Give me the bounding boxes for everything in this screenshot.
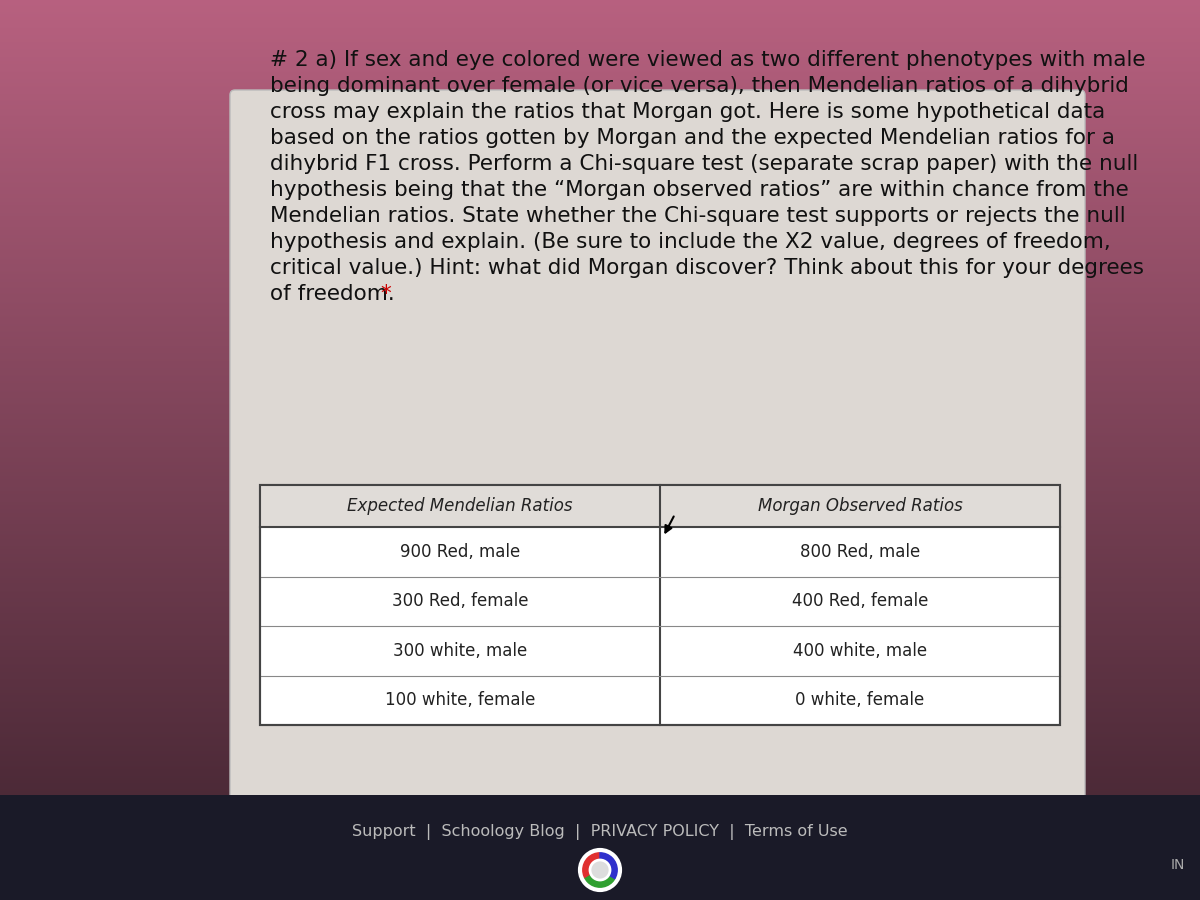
Text: IN: IN [1171, 858, 1186, 872]
Text: 100 white, female: 100 white, female [385, 691, 535, 709]
Text: 800 Red, male: 800 Red, male [800, 543, 920, 561]
Bar [0, 795, 1200, 900]
Text: critical value.) Hint: what did Morgan discover? Think about this for your degre: critical value.) Hint: what did Morgan d… [270, 258, 1144, 278]
Text: 400 Red, female: 400 Red, female [792, 592, 928, 610]
FancyBboxPatch shape [230, 90, 1085, 885]
Text: 0 white, female: 0 white, female [796, 691, 925, 709]
Polygon shape [600, 850, 620, 880]
Text: being dominant over female (or vice versa), then Mendelian ratios of a dihybrid: being dominant over female (or vice vers… [270, 76, 1129, 96]
Text: based on the ratios gotten by Morgan and the expected Mendelian ratios for a: based on the ratios gotten by Morgan and… [270, 128, 1115, 148]
Bar [260, 485, 1060, 527]
Text: 300 white, male: 300 white, male [392, 642, 527, 660]
Circle shape [590, 860, 610, 880]
Text: cross may explain the ratios that Morgan got. Here is some hypothetical data: cross may explain the ratios that Morgan… [270, 102, 1105, 122]
Polygon shape [583, 870, 617, 890]
Text: hypothesis and explain. (Be sure to include the X2 value, degrees of freedom,: hypothesis and explain. (Be sure to incl… [270, 232, 1111, 252]
Text: 400 white, male: 400 white, male [793, 642, 928, 660]
Text: 900 Red, male: 900 Red, male [400, 543, 520, 561]
Text: *: * [380, 284, 391, 304]
Polygon shape [580, 850, 600, 880]
Text: Support  |  Schoology Blog  |  PRIVACY POLICY  |  Terms of Use: Support | Schoology Blog | PRIVACY POLIC… [352, 824, 848, 840]
Bar [260, 485, 1060, 725]
Text: of freedom.: of freedom. [270, 284, 395, 304]
Text: # 2 a) If sex and eye colored were viewed as two different phenotypes with male: # 2 a) If sex and eye colored were viewe… [270, 50, 1146, 70]
Text: Morgan Observed Ratios: Morgan Observed Ratios [757, 497, 962, 515]
Bar [260, 485, 1060, 725]
Text: dihybrid F1 cross. Perform a Chi-square test (separate scrap paper) with the nul: dihybrid F1 cross. Perform a Chi-square … [270, 154, 1139, 174]
Text: 300 Red, female: 300 Red, female [391, 592, 528, 610]
Text: Expected Mendelian Ratios: Expected Mendelian Ratios [347, 497, 572, 515]
Text: hypothesis being that the “Morgan observed ratios” are within chance from the: hypothesis being that the “Morgan observ… [270, 180, 1129, 200]
Text: Mendelian ratios. State whether the Chi-square test supports or rejects the null: Mendelian ratios. State whether the Chi-… [270, 206, 1126, 226]
